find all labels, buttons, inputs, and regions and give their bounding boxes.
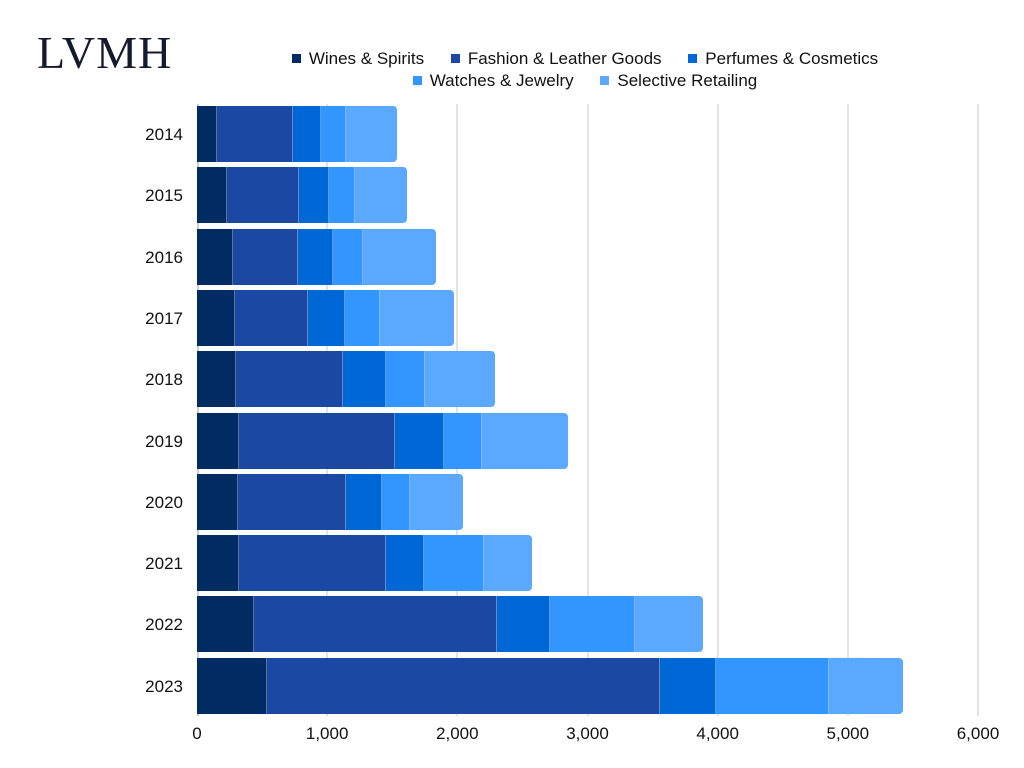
bar-segment (443, 412, 482, 469)
bar-segment (235, 289, 309, 346)
y-tick-label: 2019 (145, 431, 183, 451)
legend-item-selective-retailing: Selective Retailing (600, 70, 757, 92)
bar-segment (197, 106, 218, 162)
bar-2015 (197, 167, 407, 224)
bar-segment (410, 473, 464, 530)
x-tick-label: 2,000 (436, 724, 479, 743)
bar-segment (343, 351, 386, 408)
bar-segment (254, 596, 498, 653)
bar-segment (328, 167, 355, 224)
bar-2019 (197, 412, 568, 469)
x-tick-label: 5,000 (826, 724, 870, 743)
gridline (716, 104, 719, 716)
bar-2014 (197, 106, 398, 162)
bar-segment (362, 228, 436, 285)
legend-item-perfumes-cosmetics: Perfumes & Cosmetics (688, 48, 878, 70)
x-tick-label: 3,000 (566, 724, 609, 743)
legend-swatch-icon (291, 54, 301, 63)
bar-segment (379, 289, 454, 346)
bar-segment (321, 106, 347, 162)
bar-segment (481, 412, 568, 469)
bar-segment (497, 596, 550, 653)
gridline (586, 104, 589, 716)
y-tick-label: 2023 (145, 676, 183, 696)
bar-segment (344, 289, 380, 346)
bar-segment (298, 228, 333, 285)
x-tick-label: 0 (192, 724, 202, 743)
bar-2022 (197, 596, 703, 653)
lvmh-logo: LVMH (37, 27, 173, 78)
legend-item-wines-spirits: Wines & Spirits (291, 48, 424, 70)
x-tick-label: 1,000 (305, 724, 349, 743)
bar-segment (828, 657, 903, 714)
bar-segment (197, 228, 234, 285)
bar-segment (354, 167, 407, 224)
bar-2020 (197, 473, 464, 530)
bar-segment (423, 535, 484, 592)
bar-segment (483, 535, 533, 592)
bar-segment (385, 535, 424, 592)
bar-segment (293, 106, 322, 162)
bar-segment (217, 106, 294, 162)
bar-segment (226, 167, 299, 224)
y-tick-label: 2020 (145, 492, 183, 512)
bar-segment (382, 473, 411, 530)
legend-item-fashion-leather: Fashion & Leather Goods (450, 48, 662, 70)
bar-segment (239, 412, 395, 469)
bar-segment (197, 596, 254, 653)
legend-row-2: Watches & Jewelry Selective Retailing (200, 70, 970, 92)
bar-segment (298, 167, 329, 224)
bar-segment (659, 657, 716, 714)
y-tick-label: 2015 (145, 186, 183, 206)
bar-segment (197, 351, 237, 408)
bar-2023 (197, 657, 903, 714)
bar-segment (197, 167, 227, 224)
bar-segment (385, 351, 426, 408)
bar-segment (236, 351, 344, 408)
x-tick-label: 6,000 (956, 724, 1000, 743)
bar-segment (239, 535, 386, 592)
bar-2021 (197, 535, 533, 592)
legend-row-1: Wines & Spirits Fashion & Leather Goods … (200, 48, 970, 70)
y-tick-label: 2021 (145, 554, 183, 574)
bar-segment (197, 412, 240, 469)
bar-2018 (197, 351, 496, 408)
x-tick-label: 4,000 (696, 724, 739, 743)
bar-segment (346, 106, 398, 162)
legend-swatch-icon (688, 54, 698, 63)
y-tick-label: 2022 (145, 615, 183, 635)
bar-segment (267, 657, 660, 714)
bar-2017 (197, 289, 454, 346)
bar-segment (197, 473, 238, 530)
legend-swatch-icon (412, 76, 422, 85)
gridline (977, 104, 979, 716)
gridline (326, 104, 329, 716)
bar-2016 (197, 228, 436, 285)
legend-item-watches-jewelry: Watches & Jewelry (412, 70, 574, 92)
bar-segment (425, 351, 496, 408)
y-tick-label: 2018 (145, 370, 183, 390)
bar-segment (197, 289, 235, 346)
legend-swatch-icon (600, 76, 610, 85)
y-tick-label: 2016 (145, 247, 183, 267)
y-tick-label: 2017 (145, 308, 183, 328)
y-axis-line (197, 104, 199, 716)
bar-segment (394, 412, 444, 469)
bar-segment (197, 535, 240, 592)
y-tick-label: 2014 (145, 125, 183, 144)
bar-segment (715, 657, 829, 714)
gridline (846, 104, 849, 716)
bar-segment (549, 596, 635, 653)
bar-segment (238, 473, 347, 530)
gridline (456, 104, 459, 716)
bar-segment (333, 228, 363, 285)
chart-legend: Wines & Spirits Fashion & Leather Goods … (200, 48, 970, 92)
bar-segment (308, 289, 345, 346)
bar-segment (233, 228, 298, 285)
plot-area (197, 104, 979, 716)
legend-swatch-icon (450, 54, 460, 63)
bar-segment (346, 473, 383, 530)
bar-segment (634, 596, 703, 653)
bar-segment (197, 657, 268, 714)
